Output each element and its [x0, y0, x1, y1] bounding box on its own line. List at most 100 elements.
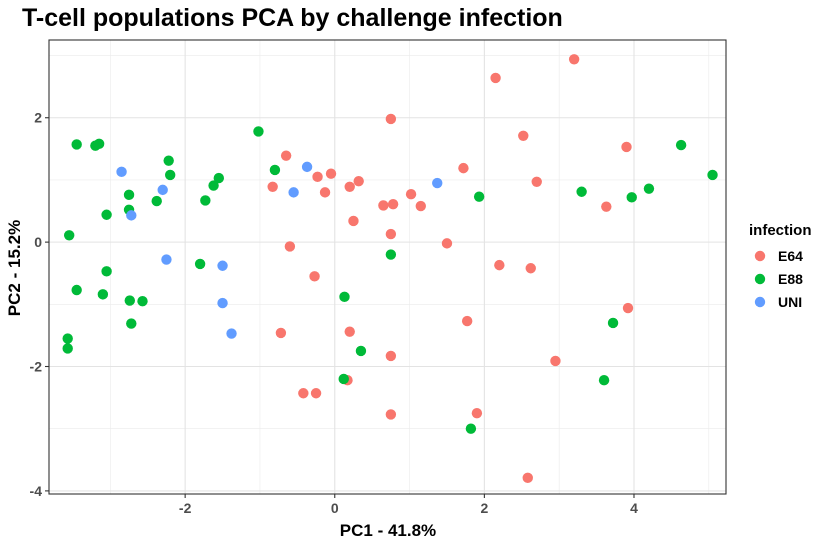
point-e64 [525, 263, 536, 274]
point-e88 [101, 266, 112, 277]
data-points [62, 54, 718, 484]
point-e64 [461, 315, 473, 327]
point-e64 [471, 407, 483, 419]
point-e88 [355, 345, 367, 357]
point-e88 [253, 126, 264, 137]
legend-key-e88 [754, 273, 766, 285]
point-e64 [378, 200, 389, 211]
point-e88 [607, 317, 619, 329]
point-e88 [164, 169, 176, 181]
point-uni [157, 184, 168, 196]
y-axis-title: PC2 - 15.2% [5, 220, 24, 316]
plot-panel [49, 40, 726, 494]
point-e64 [344, 326, 355, 337]
point-e88 [385, 249, 397, 260]
point-e88 [97, 289, 109, 300]
point-e64 [385, 350, 397, 362]
point-e88 [71, 139, 82, 150]
point-e88 [126, 318, 137, 329]
point-e64 [441, 238, 453, 249]
point-e64 [280, 150, 292, 161]
point-e64 [312, 171, 323, 183]
point-e88 [151, 195, 162, 207]
point-e64 [353, 175, 364, 187]
point-e64 [298, 388, 309, 399]
y-axis-ticks: -4 -2 0 2 [30, 110, 49, 499]
point-e64 [309, 271, 320, 282]
x-tick-label: -2 [179, 500, 192, 516]
y-tick-label: 0 [34, 234, 42, 250]
point-e64 [622, 302, 634, 314]
point-e88 [101, 209, 112, 220]
point-e88 [338, 373, 349, 385]
point-e88 [269, 164, 281, 176]
legend-key-uni [754, 296, 766, 308]
point-e88 [194, 258, 206, 270]
point-uni [161, 254, 172, 265]
point-uni [288, 187, 299, 198]
point-e64 [550, 355, 561, 367]
point-e64 [531, 176, 542, 187]
point-e64 [518, 130, 529, 141]
plot-border [48, 39, 727, 495]
point-e88 [598, 374, 610, 386]
legend-label-e88: E88 [778, 271, 803, 287]
point-e64 [494, 259, 505, 271]
point-e88 [339, 291, 350, 303]
point-e88 [63, 230, 75, 241]
legend-key-e64 [754, 250, 766, 262]
point-e64 [385, 228, 397, 240]
point-e88 [707, 169, 718, 181]
x-tick-label: 4 [630, 500, 638, 516]
point-e64 [387, 198, 399, 210]
chart-title: T-cell populations PCA by challenge infe… [22, 4, 563, 32]
y-tick-label: -4 [30, 483, 43, 499]
point-e64 [267, 181, 278, 192]
grid-minor [49, 40, 726, 494]
point-e88 [465, 423, 477, 434]
point-uni [116, 166, 127, 178]
point-e64 [385, 113, 397, 125]
legend-label-uni: UNI [778, 294, 802, 310]
point-e64 [325, 168, 337, 179]
x-tick-label: 0 [331, 500, 339, 516]
point-e64 [415, 200, 426, 212]
point-e64 [348, 215, 359, 227]
point-e88 [208, 180, 219, 191]
point-e64 [344, 181, 355, 192]
point-e88 [473, 191, 485, 202]
point-e88 [62, 333, 73, 344]
y-tick-label: -2 [30, 359, 43, 375]
point-e88 [93, 138, 105, 150]
point-e88 [71, 284, 82, 296]
point-e64 [621, 141, 632, 153]
point-e64 [275, 327, 287, 339]
point-e88 [200, 195, 211, 206]
x-axis-ticks: -2 0 2 4 [179, 494, 638, 516]
point-e64 [568, 54, 580, 65]
point-e88 [62, 343, 73, 354]
legend-label-e64: E64 [778, 248, 803, 264]
point-e88 [137, 296, 148, 307]
point-uni [217, 297, 228, 309]
point-e88 [675, 139, 687, 151]
point-e88 [213, 172, 225, 184]
point-uni [217, 260, 228, 271]
point-e64 [601, 201, 612, 212]
x-tick-label: 2 [480, 500, 488, 516]
point-e64 [319, 187, 331, 198]
y-tick-label: 2 [34, 110, 42, 126]
point-uni [126, 210, 137, 221]
point-e88 [124, 295, 135, 306]
point-e64 [405, 189, 417, 200]
point-e64 [385, 409, 397, 420]
point-e88 [163, 155, 174, 166]
legend: infection E64 E88 UNI [749, 222, 812, 310]
x-axis-title: PC1 - 41.8% [340, 521, 436, 540]
point-uni [432, 177, 443, 189]
point-uni [226, 328, 237, 339]
point-e64 [458, 162, 469, 174]
point-uni [301, 161, 313, 173]
point-e64 [310, 388, 322, 399]
